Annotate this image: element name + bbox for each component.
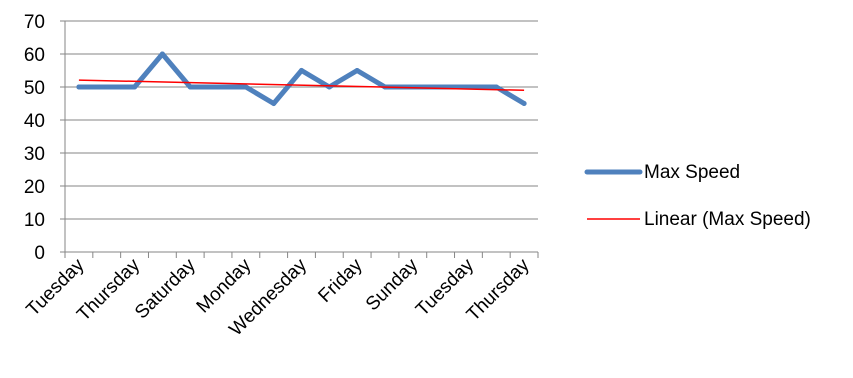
gridlines <box>65 20 538 220</box>
data-point-max-speed <box>104 84 110 90</box>
x-tick-label: Saturday <box>131 254 200 323</box>
y-tick-label: 70 <box>24 12 45 33</box>
axes <box>60 20 539 258</box>
x-tick-label: Friday <box>315 254 368 307</box>
data-point-max-speed <box>521 101 527 106</box>
data-point-max-speed <box>132 84 138 90</box>
y-tick-label: 20 <box>24 177 45 198</box>
data-point-max-speed <box>299 68 304 73</box>
series-line-max-speed <box>76 51 527 106</box>
data-point-max-speed <box>76 84 82 90</box>
y-tick-label: 30 <box>24 144 45 165</box>
series-line-linear-max-speed <box>78 79 525 92</box>
y-tick-label: 0 <box>34 243 45 264</box>
series <box>76 51 527 106</box>
data-point-max-speed <box>243 84 249 90</box>
legend-label-linear-max-speed: Linear (Max Speed) <box>644 209 811 230</box>
data-point-max-speed <box>215 84 221 90</box>
legend: Max Speed Linear (Max Speed) <box>584 162 811 230</box>
y-tick-label: 60 <box>24 45 45 66</box>
data-point-max-speed <box>354 68 360 73</box>
data-point-max-speed <box>493 84 499 90</box>
y-tick-label: 10 <box>24 210 45 231</box>
data-point-max-speed <box>159 51 165 57</box>
legend-label-max-speed: Max Speed <box>644 162 740 183</box>
y-axis-tick-labels: 0 10 20 30 40 50 60 70 <box>24 12 45 264</box>
data-point-max-speed <box>271 101 277 106</box>
y-tick-label: 40 <box>24 111 45 132</box>
data-point-max-speed <box>187 84 193 90</box>
y-tick-label: 50 <box>24 78 45 99</box>
